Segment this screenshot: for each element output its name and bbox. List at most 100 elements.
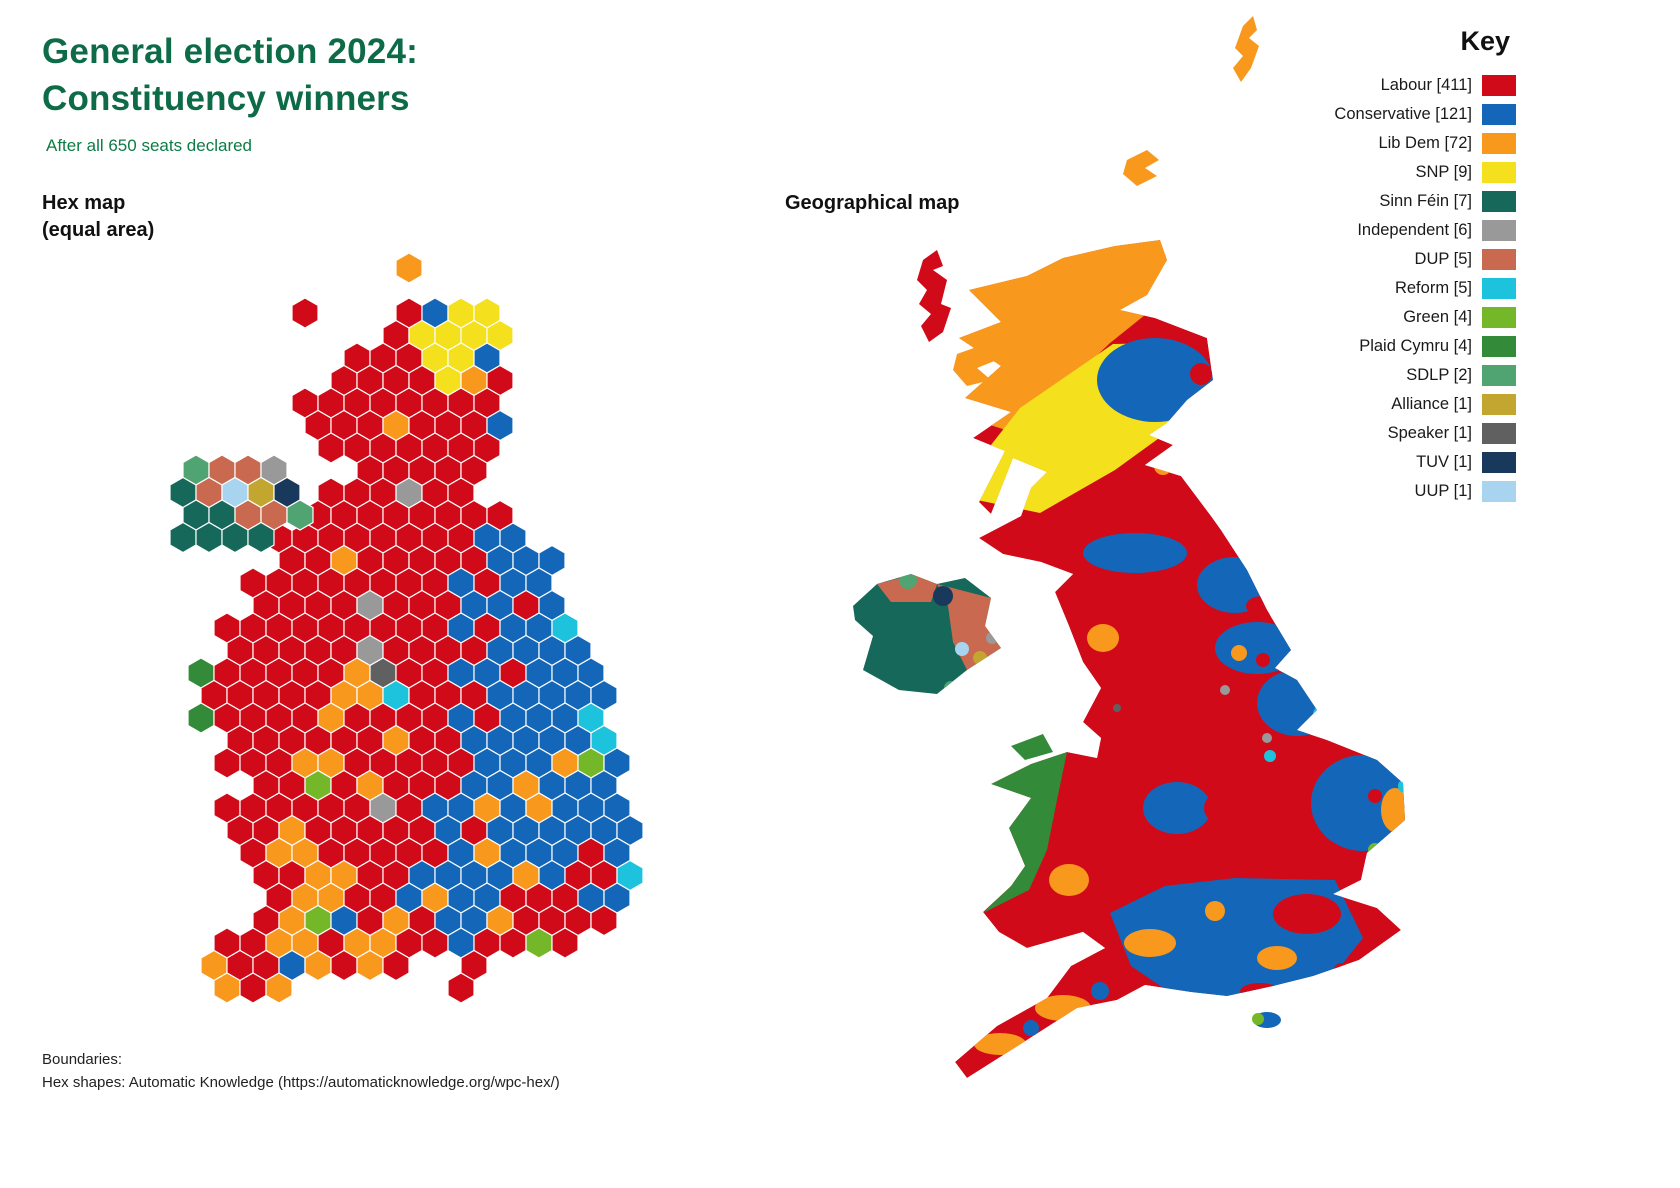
hex-cell	[247, 521, 275, 554]
geo-region-aberdeenshire	[1097, 338, 1213, 422]
key-entry: Labour [411]	[1248, 71, 1516, 100]
key-swatch	[1482, 191, 1516, 212]
hex-cell	[291, 297, 319, 329]
geo-region-boston	[1313, 706, 1329, 722]
hex-cell	[382, 949, 410, 982]
geo-region-shetland	[1233, 16, 1259, 82]
geo-region-solent	[1240, 983, 1280, 999]
key-entry-label: Independent [6]	[1357, 221, 1472, 239]
great-britain-region	[955, 240, 1405, 1078]
geo-region-speaker	[1113, 704, 1121, 712]
geo-region-devon-con	[1091, 982, 1109, 1000]
geo-region-highlands	[955, 240, 1180, 433]
geo-region-waveney	[1368, 843, 1382, 857]
key-swatch	[1482, 394, 1516, 415]
key-entry: SDLP [2]	[1248, 361, 1516, 390]
geo-region-york	[1256, 653, 1270, 667]
key-swatch	[1482, 75, 1516, 96]
geo-region-devon-libdem	[1035, 995, 1091, 1021]
hex-cell	[395, 253, 423, 284]
geo-region-orkney	[1123, 150, 1159, 186]
geo-region-bournemouth	[1139, 992, 1155, 1008]
key-entry: Alliance [1]	[1248, 390, 1516, 419]
key-entry: SNP [9]	[1248, 158, 1516, 187]
key-swatch	[1482, 278, 1516, 299]
key-entry: UUP [1]	[1248, 477, 1516, 506]
hex-map-label: Hex map (equal area)	[42, 190, 154, 244]
geo-map-label: Geographical map	[785, 192, 960, 214]
geographical-map	[815, 8, 1435, 1088]
geo-region-surrey-libdem	[1257, 946, 1297, 970]
hex-cell	[551, 927, 579, 959]
key-entry: Speaker [1]	[1248, 419, 1516, 448]
key-entry-label: Plaid Cymru [4]	[1359, 337, 1472, 355]
key-entry-label: Lib Dem [72]	[1378, 134, 1472, 152]
key-entry-label: Labour [411]	[1380, 76, 1472, 94]
hex-map	[128, 253, 688, 1043]
geo-region-western-isles	[917, 250, 951, 342]
key-entry: Sinn Féin [7]	[1248, 187, 1516, 216]
key-entries: Labour [411] Conservative [121] Lib Dem [7…	[1248, 71, 1516, 506]
geo-region-harrogate	[1231, 645, 1247, 661]
page-title-line1: General election 2024:	[42, 32, 418, 71]
geo-region-ni-uup	[955, 642, 969, 656]
key-entry-label: Conservative [121]	[1334, 105, 1472, 123]
northern-ireland-region	[853, 574, 1001, 694]
geo-region-tyneside	[1246, 596, 1278, 616]
geo-region-fife	[1154, 457, 1172, 475]
geo-region-ashfield	[1264, 750, 1276, 762]
geo-region-westmorland	[1087, 624, 1119, 652]
hex-map-svg	[169, 253, 644, 1004]
key-entry-label: Sinn Féin [7]	[1379, 192, 1472, 210]
hex-cell	[265, 972, 293, 1004]
key-entry: Reform [5]	[1248, 274, 1516, 303]
geo-region-wessex-libdem	[1124, 929, 1176, 957]
key-entry: Independent [6]	[1248, 216, 1516, 245]
geo-region-hastings	[1334, 963, 1348, 977]
key-entry: Conservative [121]	[1248, 100, 1516, 129]
key-entry: Plaid Cymru [4]	[1248, 332, 1516, 361]
geo-region-skye	[953, 344, 997, 386]
geo-region-brecon	[1049, 864, 1089, 896]
hex-cell	[286, 499, 314, 531]
geo-region-ni-tuv	[933, 586, 953, 606]
key-entry-label: Reform [5]	[1394, 279, 1472, 297]
key-entry-label: Alliance [1]	[1391, 395, 1472, 413]
key-legend: Key Labour [411] Conservative [121] Lib De…	[1248, 26, 1516, 506]
key-swatch	[1482, 365, 1516, 386]
geo-region-cornwall-libdem	[974, 1033, 1026, 1055]
key-entry-label: Speaker [1]	[1387, 424, 1472, 442]
geo-region-ni-alliance	[973, 651, 987, 665]
key-entry-label: SNP [9]	[1415, 163, 1472, 181]
key-swatch	[1482, 423, 1516, 444]
geo-region-aberdeen	[1190, 363, 1212, 385]
geo-region-brighton	[1307, 986, 1319, 998]
geo-region-west-wales-plaid	[983, 752, 1067, 913]
hex-cell	[447, 972, 475, 1004]
key-swatch	[1482, 162, 1516, 183]
key-swatch	[1482, 220, 1516, 241]
geo-region-anglesey	[1011, 734, 1053, 760]
geo-region-isle-of-wight-green	[1252, 1013, 1264, 1025]
geo-region-ni-sdlp-south	[944, 681, 958, 694]
hex-map-label-line1: Hex map	[42, 192, 126, 214]
geo-region-cornwall-con	[1023, 1020, 1039, 1036]
footer-line2: Hex shapes: Automatic Knowledge (https:/…	[42, 1074, 560, 1091]
key-entry: TUV [1]	[1248, 448, 1516, 477]
page-subtitle: After all 650 seats declared	[46, 136, 253, 155]
key-swatch	[1482, 133, 1516, 154]
geo-region-ni-independent	[986, 632, 998, 644]
hex-map-label-line2: (equal area)	[42, 219, 155, 241]
key-swatch	[1482, 336, 1516, 357]
title-block: General election 2024: Constituency winn…	[42, 28, 418, 156]
key-entry: DUP [5]	[1248, 245, 1516, 274]
geo-region-birmingham	[1204, 793, 1234, 823]
geo-region-borders	[1083, 533, 1187, 573]
footer-line1: Boundaries:	[42, 1051, 123, 1068]
geo-region-truro	[971, 1052, 983, 1064]
geo-region-independent-1	[1262, 733, 1272, 743]
key-entry-label: DUP [5]	[1414, 250, 1472, 268]
key-title: Key	[1460, 26, 1510, 56]
key-entry-label: Green [4]	[1403, 308, 1472, 326]
